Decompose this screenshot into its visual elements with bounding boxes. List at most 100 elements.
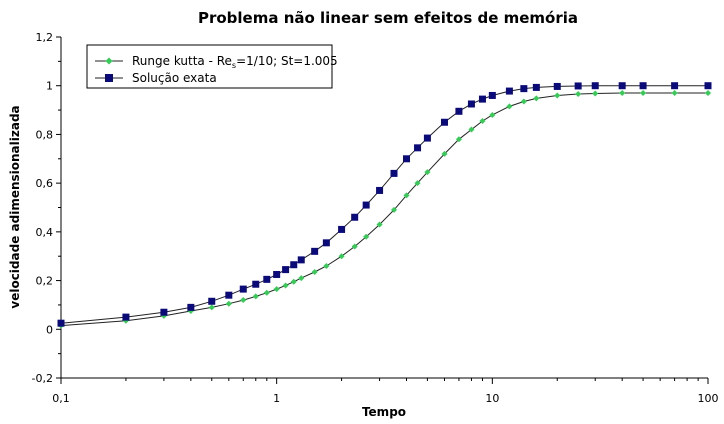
data-point: [351, 213, 359, 221]
y-tick-label: 0,2: [36, 275, 54, 288]
data-point: [478, 95, 486, 103]
data-point: [298, 275, 305, 282]
data-point: [479, 118, 486, 125]
legend-marker: [105, 57, 113, 65]
data-point: [574, 82, 582, 90]
data-point: [208, 304, 215, 311]
x-tick-label: 0,1: [52, 392, 70, 405]
data-point: [290, 261, 298, 269]
data-point: [362, 201, 370, 209]
data-point: [323, 262, 330, 269]
data-point: [440, 118, 448, 126]
series-line: [60, 85, 708, 324]
data-point: [290, 278, 297, 285]
data-point: [391, 206, 398, 213]
data-point: [640, 90, 647, 97]
data-point: [240, 297, 247, 304]
data-point: [441, 150, 448, 157]
y-tick-label: 0: [46, 323, 53, 336]
data-point: [704, 82, 712, 90]
y-tick-label: 0,8: [36, 128, 54, 141]
x-tick-label: 1: [273, 392, 280, 405]
data-point: [455, 107, 463, 115]
data-point: [282, 282, 289, 289]
data-point: [160, 308, 168, 316]
y-tick-label: 1: [46, 80, 53, 93]
data-point: [423, 134, 431, 142]
data-point: [187, 303, 195, 311]
data-point: [263, 275, 271, 283]
data-point: [311, 269, 318, 276]
data-point: [338, 253, 345, 260]
data-point: [273, 270, 281, 278]
x-axis-label: Tempo: [362, 405, 406, 419]
data-point: [506, 103, 513, 110]
y-tick-label: 1,2: [36, 31, 54, 44]
data-point: [520, 85, 528, 93]
data-point: [376, 221, 383, 228]
data-point: [252, 293, 259, 300]
series-layer: [57, 82, 712, 329]
data-point: [311, 247, 319, 255]
data-point: [488, 91, 496, 99]
data-point: [376, 186, 384, 194]
data-point: [592, 90, 599, 97]
series-1: [58, 90, 711, 329]
data-point: [505, 87, 513, 95]
data-point: [705, 90, 711, 97]
data-point: [639, 82, 647, 90]
data-point: [467, 100, 475, 108]
legend-label: Runge kutta - Res=1/10; St=1.005: [132, 54, 338, 70]
data-point: [273, 286, 280, 293]
legend: Runge kutta - Res=1/10; St=1.005Solução …: [86, 44, 338, 89]
data-point: [297, 256, 305, 264]
data-point: [618, 82, 626, 90]
data-point: [414, 180, 421, 187]
data-point: [252, 280, 260, 288]
legend-label: Solução exata: [132, 71, 217, 85]
data-point: [532, 83, 540, 91]
axes: -0,2 0 0,2 0,4 0,6 0,8 1 1,2 0,1 1 10 100: [32, 31, 719, 405]
data-point: [122, 313, 130, 321]
data-point: [671, 82, 679, 90]
data-point: [520, 98, 527, 105]
data-point: [424, 169, 431, 176]
data-point: [225, 300, 232, 307]
data-point: [338, 225, 346, 233]
data-point: [591, 82, 599, 90]
data-point: [414, 144, 422, 152]
data-point: [403, 192, 410, 199]
data-point: [208, 297, 216, 305]
x-tick-label: 10: [485, 392, 499, 405]
data-point: [619, 90, 626, 97]
y-axis-label: velocidade adimensionalizada: [8, 105, 22, 308]
data-point: [263, 289, 270, 296]
series-line: [60, 92, 708, 327]
data-point: [403, 155, 411, 163]
data-point: [455, 136, 462, 143]
data-point: [554, 92, 561, 99]
data-point: [239, 285, 247, 293]
data-point: [322, 239, 330, 247]
data-point: [533, 95, 540, 102]
legend-box: [86, 44, 333, 89]
data-point: [363, 233, 370, 240]
data-point: [671, 90, 678, 97]
data-point: [489, 111, 496, 118]
data-point: [575, 90, 582, 97]
y-tick-label: -0,2: [32, 372, 53, 385]
chart-title: Problema não linear sem efeitos de memór…: [198, 9, 578, 27]
data-point: [468, 126, 475, 133]
data-point: [57, 319, 65, 327]
data-point: [351, 243, 358, 250]
data-point: [282, 266, 290, 274]
data-point: [390, 169, 398, 177]
y-tick-label: 0,4: [36, 226, 54, 239]
legend-marker: [105, 74, 113, 82]
data-point: [553, 82, 561, 90]
series-2: [57, 82, 712, 327]
y-tick-label: 0,6: [36, 177, 54, 190]
data-point: [225, 291, 233, 299]
x-tick-label: 100: [698, 392, 719, 405]
